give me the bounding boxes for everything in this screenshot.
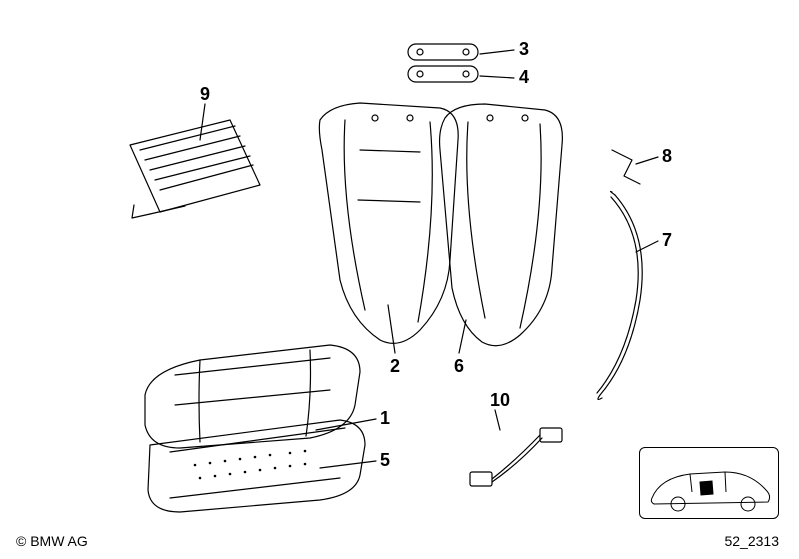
part-headrest-trim-lower xyxy=(408,66,478,82)
part-wiring-harness xyxy=(470,428,562,486)
copyright-text: © BMW AG xyxy=(16,533,88,549)
diagram-canvas: 1 2 3 4 5 6 7 8 9 10 © BMW AG 52_2313 xyxy=(0,0,799,559)
locator-thumbnail xyxy=(639,447,779,519)
callout-3: 3 xyxy=(519,39,529,60)
callout-6: 6 xyxy=(454,356,464,377)
part-seat-cover xyxy=(145,345,360,448)
callout-7: 7 xyxy=(662,230,672,251)
part-heating-mat xyxy=(130,120,260,218)
callout-4: 4 xyxy=(519,67,529,88)
leader-lines xyxy=(200,50,658,468)
callout-2: 2 xyxy=(390,356,400,377)
part-clip xyxy=(612,150,640,184)
callout-9: 9 xyxy=(200,84,210,105)
callout-8: 8 xyxy=(662,146,672,167)
part-wire-spring xyxy=(597,191,642,399)
diagram-id-text: 52_2313 xyxy=(724,533,779,549)
callout-10: 10 xyxy=(490,390,510,411)
callout-1: 1 xyxy=(380,408,390,429)
part-headrest-trim-upper xyxy=(408,44,478,60)
callout-5: 5 xyxy=(380,450,390,471)
